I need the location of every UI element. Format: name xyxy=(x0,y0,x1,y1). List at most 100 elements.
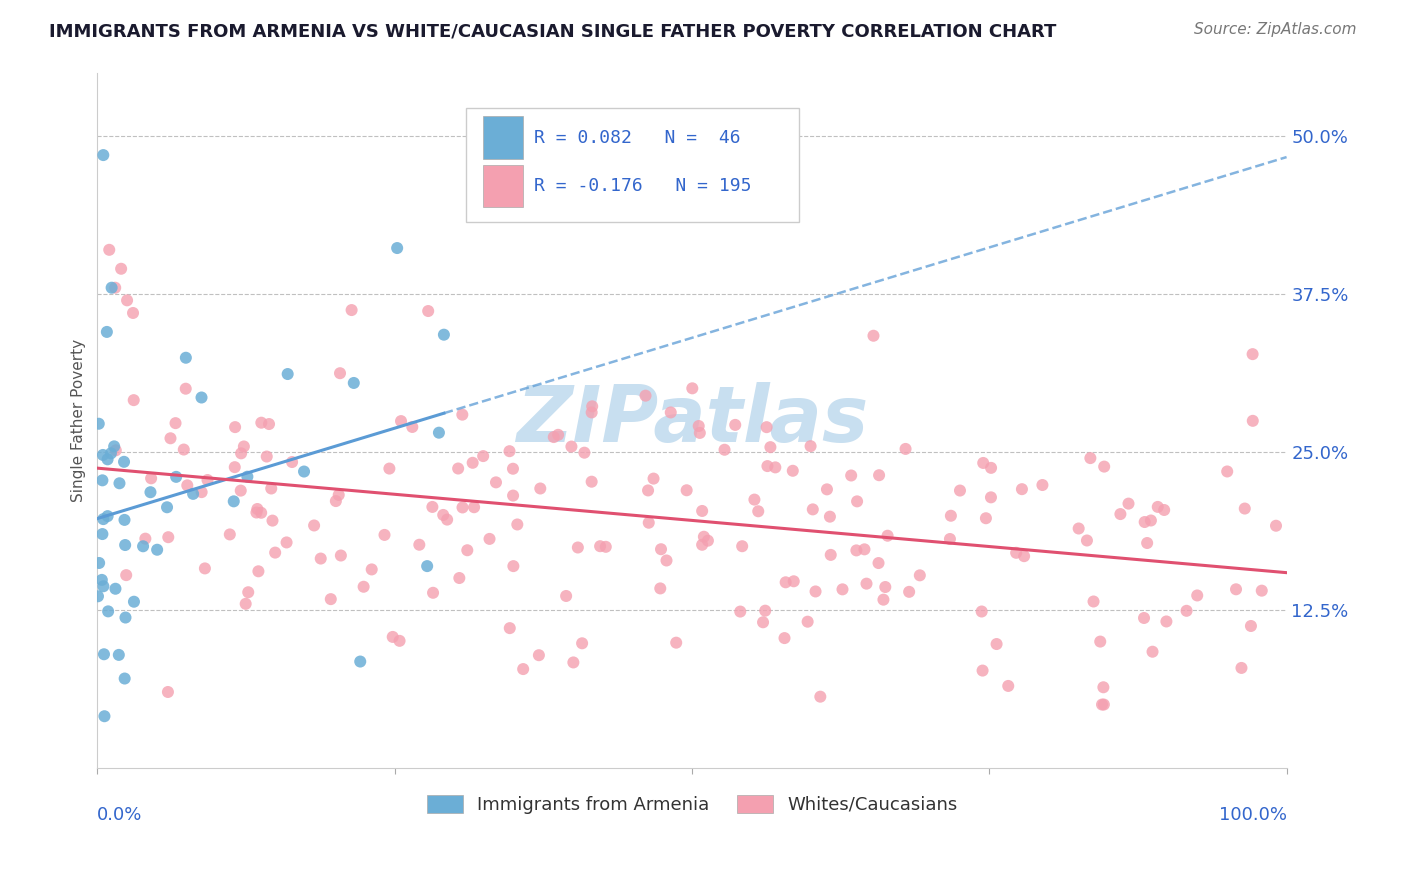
Point xyxy=(1241,414,1264,428)
Point xyxy=(229,483,252,498)
Point xyxy=(165,416,187,430)
Point xyxy=(115,568,138,582)
Point xyxy=(763,460,786,475)
Point xyxy=(328,488,350,502)
Point xyxy=(529,482,551,496)
Point xyxy=(134,532,156,546)
Point xyxy=(1230,661,1253,675)
Point xyxy=(343,376,366,390)
Point xyxy=(159,431,181,445)
Point xyxy=(713,442,735,457)
Point xyxy=(875,580,897,594)
Point xyxy=(675,483,697,498)
Point xyxy=(502,461,524,475)
Point xyxy=(115,293,138,308)
Point xyxy=(775,575,797,590)
Point xyxy=(329,366,352,380)
Point xyxy=(755,420,778,434)
Point xyxy=(756,459,779,474)
Point xyxy=(91,473,114,487)
Point xyxy=(157,530,180,544)
Point xyxy=(232,440,254,454)
Point xyxy=(463,500,485,515)
Point xyxy=(108,648,131,662)
Point xyxy=(980,491,1002,505)
Point xyxy=(1153,503,1175,517)
Point xyxy=(422,500,444,514)
Point xyxy=(122,393,145,408)
Point xyxy=(478,532,501,546)
Point xyxy=(1265,518,1288,533)
Point xyxy=(1156,615,1178,629)
Point xyxy=(408,538,430,552)
Point xyxy=(801,502,824,516)
FancyBboxPatch shape xyxy=(482,165,523,208)
Point xyxy=(868,556,890,570)
Point xyxy=(1142,645,1164,659)
Point xyxy=(690,538,713,552)
Point xyxy=(1225,582,1247,597)
Point xyxy=(820,548,842,562)
Point xyxy=(502,559,524,574)
Point xyxy=(665,635,688,649)
Point xyxy=(139,485,162,500)
Point xyxy=(174,382,197,396)
Point xyxy=(498,444,520,458)
Point xyxy=(247,564,270,578)
Point xyxy=(689,425,711,440)
Point xyxy=(114,513,136,527)
Point xyxy=(93,709,115,723)
Point xyxy=(156,500,179,515)
Point xyxy=(506,517,529,532)
Point xyxy=(461,456,484,470)
Point xyxy=(224,420,246,434)
FancyBboxPatch shape xyxy=(465,108,799,222)
Point xyxy=(485,475,508,490)
Point xyxy=(1080,451,1102,466)
Point xyxy=(939,508,962,523)
Point xyxy=(197,473,219,487)
Text: 100.0%: 100.0% xyxy=(1219,805,1286,824)
Point xyxy=(87,589,110,603)
Point xyxy=(581,405,603,419)
Point xyxy=(256,450,278,464)
Point xyxy=(250,506,273,520)
Point xyxy=(349,655,371,669)
Point xyxy=(1146,500,1168,514)
Point xyxy=(224,460,246,475)
Point xyxy=(868,468,890,483)
Point xyxy=(754,604,776,618)
Point xyxy=(122,306,145,320)
Point xyxy=(432,508,454,522)
Point xyxy=(804,584,827,599)
Point xyxy=(451,500,474,515)
Point xyxy=(250,416,273,430)
Point xyxy=(1012,549,1035,564)
Point xyxy=(156,685,179,699)
Point xyxy=(560,440,582,454)
Point xyxy=(872,592,894,607)
Point xyxy=(949,483,972,498)
Point xyxy=(100,446,122,460)
Point xyxy=(292,465,315,479)
Point xyxy=(974,511,997,525)
Point xyxy=(173,442,195,457)
Point xyxy=(264,546,287,560)
Point xyxy=(555,589,578,603)
Point xyxy=(782,464,804,478)
Point xyxy=(112,455,135,469)
Point xyxy=(416,559,439,574)
Text: R = 0.082   N =  46: R = 0.082 N = 46 xyxy=(534,128,741,146)
Point xyxy=(449,571,471,585)
Point xyxy=(1092,459,1115,474)
Point xyxy=(1140,514,1163,528)
Point xyxy=(855,576,877,591)
Point xyxy=(229,446,252,460)
Point xyxy=(724,417,747,432)
Point xyxy=(898,585,921,599)
Point xyxy=(181,487,204,501)
Point xyxy=(245,506,267,520)
Point xyxy=(385,241,408,255)
Point xyxy=(634,389,657,403)
Point xyxy=(257,417,280,431)
